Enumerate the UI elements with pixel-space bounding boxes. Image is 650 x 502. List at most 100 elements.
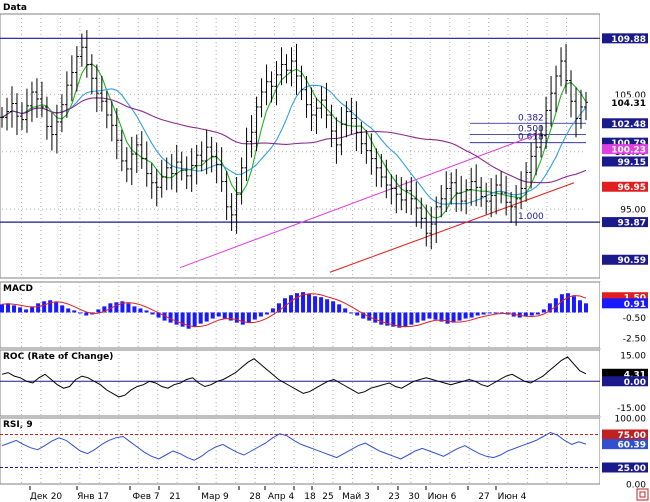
macd-bar (150, 312, 155, 315)
price-tag-bg (602, 181, 648, 192)
macd-tick: -2.50 (623, 334, 647, 344)
macd-bar (114, 302, 119, 313)
rsi-plot-area (0, 417, 601, 485)
fib-label: 0.618 (518, 133, 544, 143)
roc-tag-bg (602, 368, 648, 379)
time-label: 27 (478, 492, 489, 502)
rsi-line (1, 431, 587, 461)
macd-bar (523, 312, 528, 317)
macd-bar (385, 312, 390, 326)
macd-bar (313, 296, 318, 313)
macd-bar (24, 309, 29, 313)
macd-bar (18, 307, 23, 313)
macd-bar (66, 308, 71, 313)
price-tag: 109.88 (611, 35, 646, 45)
time-label: Апр 4 (268, 492, 295, 502)
macd-bar (168, 312, 173, 323)
rsi-tick: 0.00 (626, 481, 646, 491)
macd-bar (553, 298, 558, 313)
macd-bar (276, 303, 281, 313)
sma-mid-line (1, 84, 587, 205)
price-tag: 99.15 (618, 158, 646, 168)
price-tag-bg (602, 97, 648, 108)
macd-bar (48, 300, 53, 313)
macd-title: MACD (3, 284, 33, 294)
price-tag: 104.31 (611, 99, 646, 109)
macd-bar (547, 303, 552, 313)
rsi-tick: 100.00 (615, 415, 647, 425)
roc-panel: ROC (Rate of Change) 15.00 0.00 -15.00 4.31… (0, 349, 650, 417)
macd-bar (427, 312, 432, 319)
time-label: 23 (388, 492, 399, 502)
macd-bar (42, 301, 47, 313)
price-tag-bg (602, 254, 648, 265)
time-axis: Дек 20 Янв 17 Фев 7 21 Мар 9 28 Апр 4 18 25 Май 3… (29, 486, 527, 502)
macd-tag: 0.91 (624, 300, 646, 310)
macd-bar (361, 312, 366, 319)
rsi-tag: 75.00 (618, 431, 646, 441)
macd-bar (258, 312, 263, 317)
macd-bar (415, 312, 420, 323)
time-label: 25 (322, 492, 333, 502)
corner-button[interactable] (636, 488, 649, 501)
fib-label: 0.500 (518, 125, 544, 135)
price-tick: 105.00 (615, 91, 647, 101)
macd-bar (403, 312, 408, 327)
fib-label: 0.382 (518, 113, 544, 123)
sma-slow-line (1, 97, 587, 184)
roc-grid (0, 350, 600, 416)
macd-bar (584, 303, 588, 313)
macd-bar (481, 312, 486, 315)
macd-bar (264, 312, 269, 315)
macd-bar (529, 312, 534, 316)
macd-bar (192, 312, 197, 327)
channel-trendline (179, 132, 541, 269)
macd-bar (96, 309, 101, 313)
macd-bar (186, 312, 191, 329)
macd-plot-area (0, 281, 601, 349)
macd-bar (162, 312, 167, 321)
time-label: Июн 6 (428, 492, 457, 502)
macd-bar (349, 312, 354, 314)
macd-bar (541, 309, 546, 313)
macd-bar (12, 305, 17, 313)
rsi-tag-bg (602, 439, 648, 450)
rsi-tag: 60.39 (618, 441, 646, 451)
macd-bar (54, 302, 59, 313)
price-tag-bg (602, 217, 648, 228)
macd-bar (174, 312, 179, 325)
macd-bar (180, 312, 185, 327)
macd-bar (222, 312, 227, 319)
macd-bar (445, 312, 450, 324)
trend-lines (179, 132, 575, 273)
time-label: Май 3 (342, 492, 370, 502)
macd-bar (493, 312, 498, 314)
roc-series-line (1, 356, 587, 398)
macd-bar (198, 312, 203, 324)
macd-bar (307, 294, 312, 313)
macd-signal-line (1, 293, 587, 328)
price-tag: 93.87 (618, 219, 646, 229)
macd-bar (102, 306, 107, 313)
macd-bar (475, 312, 480, 316)
macd-bar (391, 312, 396, 327)
price-tag-bg (602, 33, 648, 44)
macd-bar (282, 298, 287, 313)
macd-bar (204, 312, 209, 322)
macd-bar (409, 312, 414, 325)
macd-bar (301, 292, 306, 313)
macd-bar (373, 312, 378, 323)
macd-bar (156, 312, 161, 318)
macd-bar (0, 304, 4, 313)
macd-bar (439, 312, 444, 322)
price-tag: 100.23 (611, 146, 646, 156)
macd-bar (288, 295, 293, 313)
rsi-axis-bg (600, 418, 650, 486)
fib-label: 1.000 (518, 212, 544, 222)
roc-line (1, 356, 587, 398)
price-tick: 95.00 (620, 206, 646, 216)
moving-averages (1, 63, 587, 219)
time-label: 18 (304, 492, 316, 502)
